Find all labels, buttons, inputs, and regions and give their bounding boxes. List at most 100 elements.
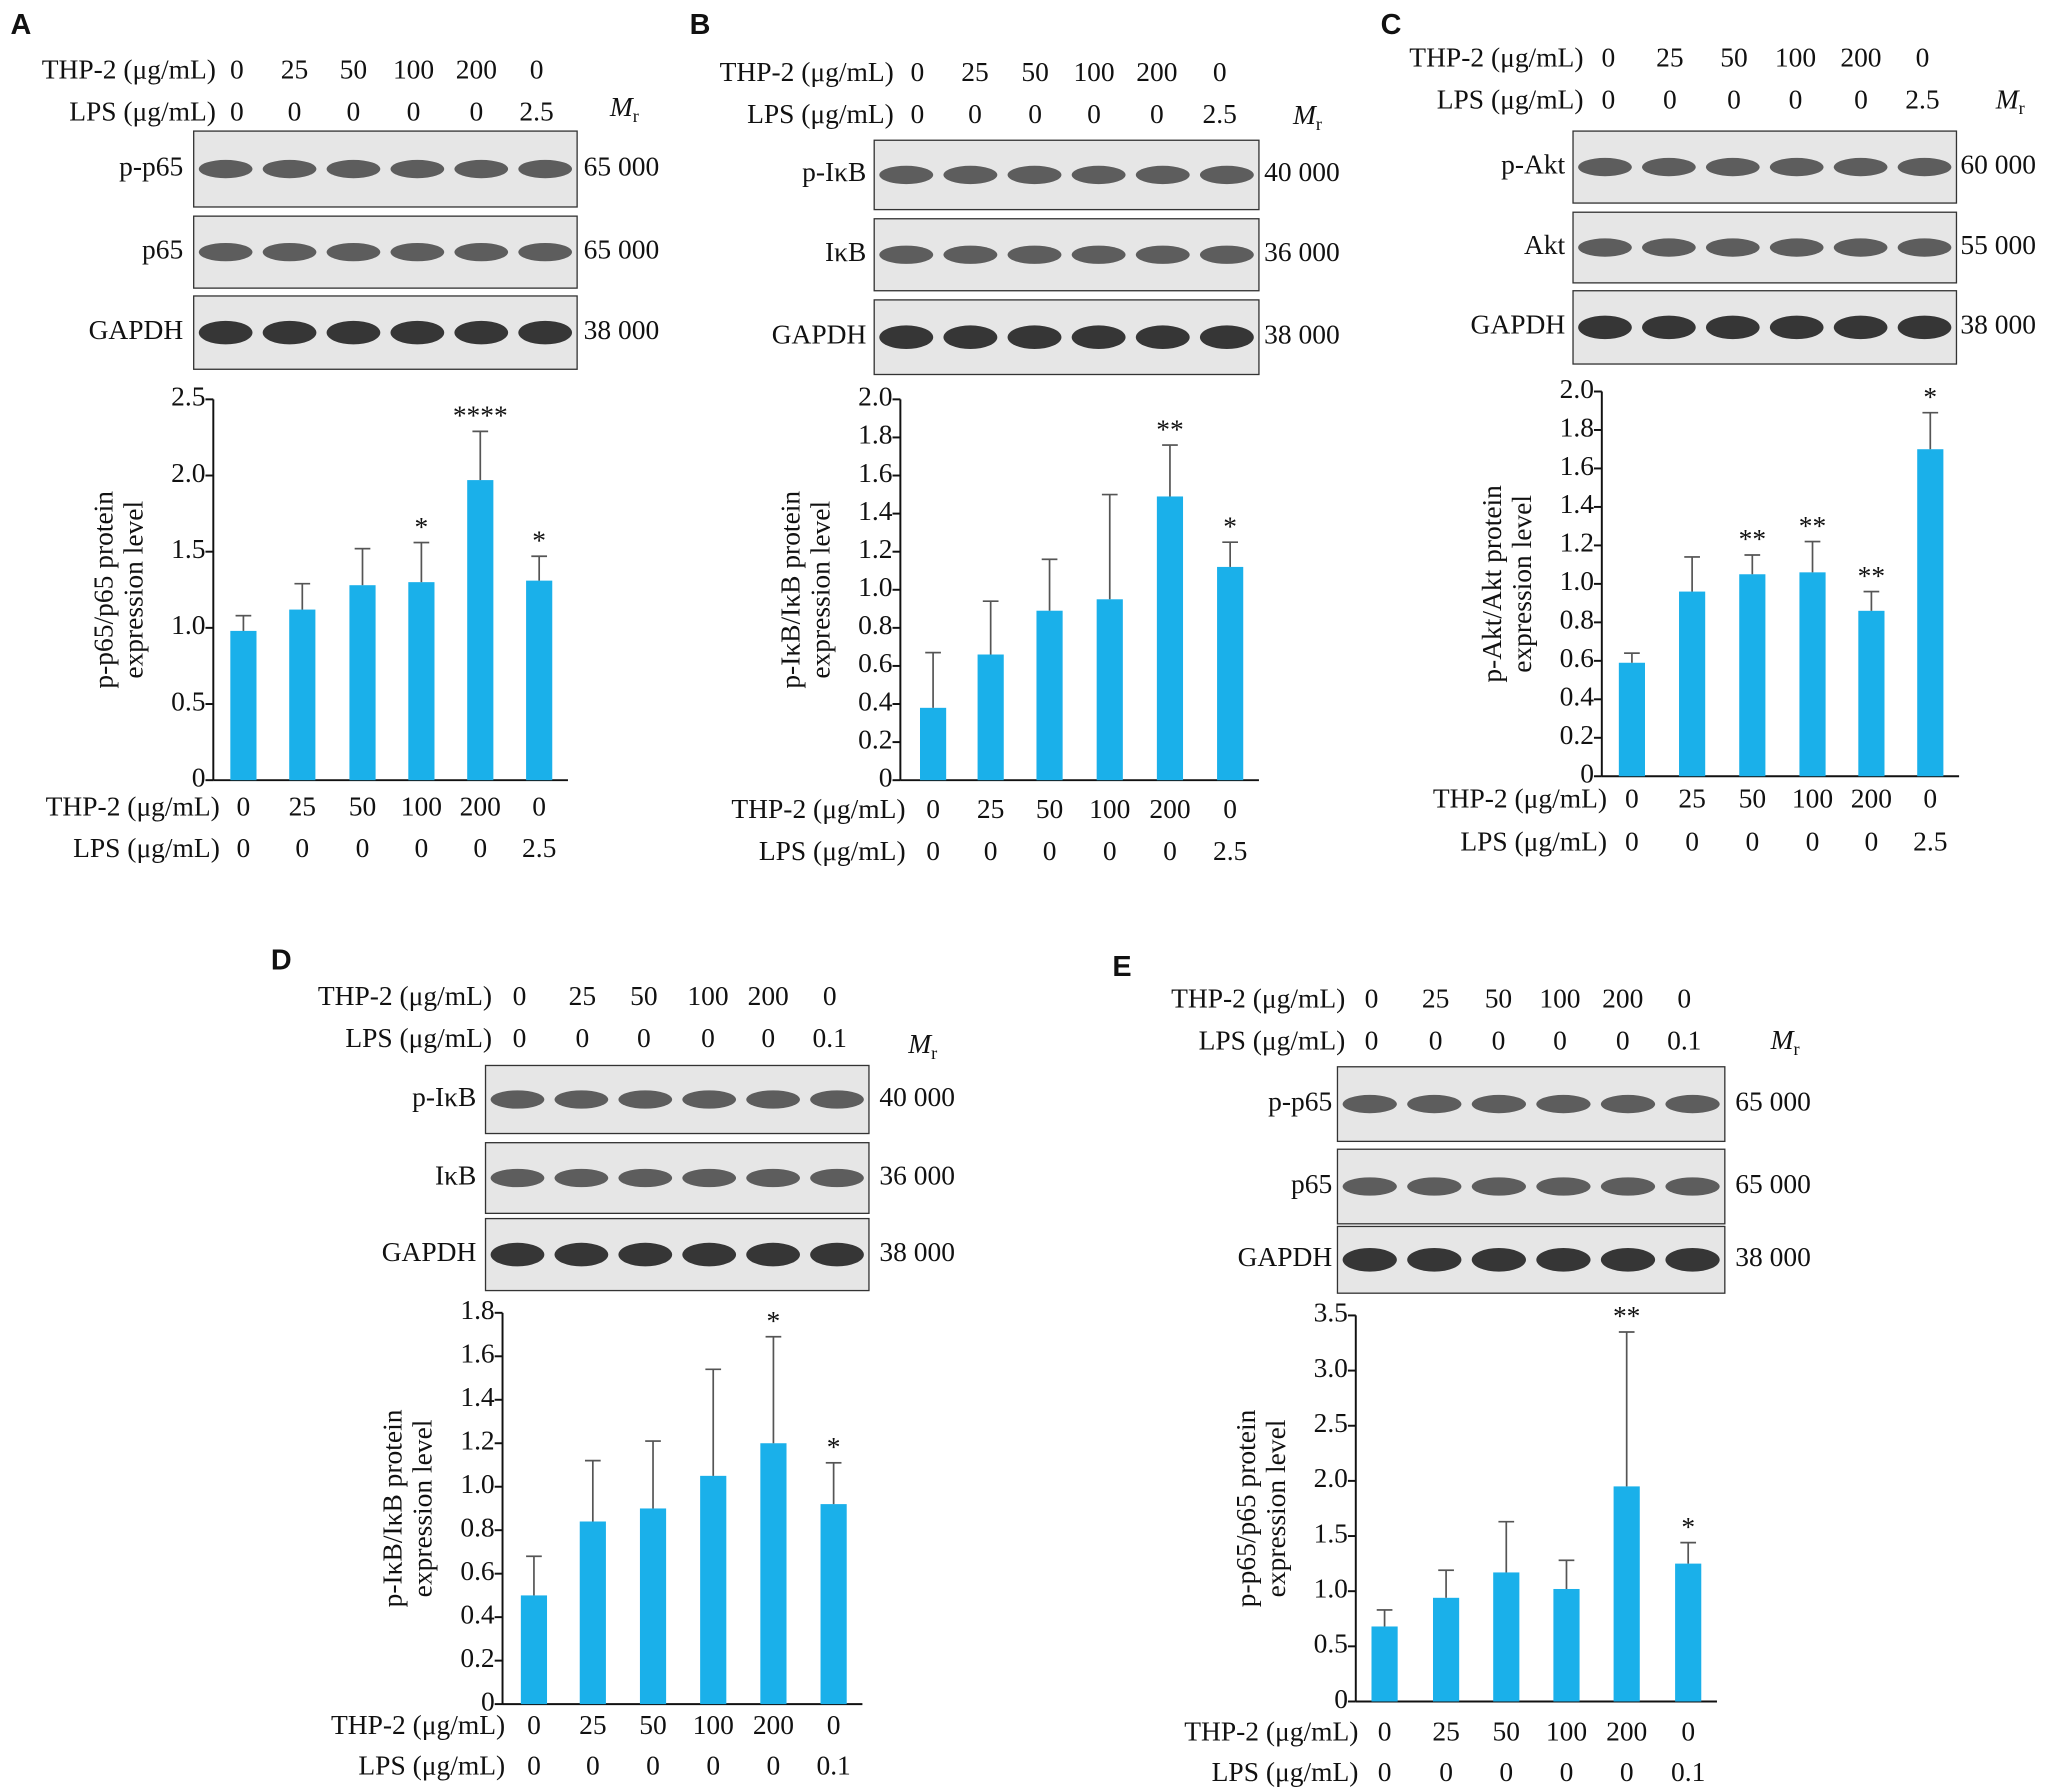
blot-band [490,1168,545,1188]
x-tick-label: 200 [1851,783,1892,813]
blot-band [554,1242,609,1267]
blot-band [1600,1177,1656,1196]
y-tick-label: 1.8 [858,420,892,450]
error-bar [1680,1541,1697,1564]
error-bar [765,1335,782,1444]
blot-lane-label: 0 [230,55,244,85]
x-tick-label: 0 [415,833,429,863]
blot-lane-label: 0 [1916,43,1930,73]
x-tick-label: 0 [1923,783,1937,813]
y-tick-label: 1.6 [460,1339,494,1369]
blot-band [943,245,998,264]
band-name: IκB [825,237,866,267]
blot-band [1007,245,1062,264]
x-tick-label: 200 [1606,1717,1647,1747]
error-bar [1041,558,1058,611]
y-tick-label: 0.6 [460,1556,494,1586]
blot [1572,290,1958,365]
x-row-label: LPS (μg/mL) [759,836,906,866]
mr-label: Mr [609,92,639,126]
blot-band [1007,165,1062,185]
error-bar [1804,540,1821,573]
bar [919,707,947,781]
blot-band [1536,1094,1591,1114]
bar [579,1521,606,1705]
x-tick-label: 0 [827,1710,841,1740]
blot-lane-label: 0 [761,1023,775,1053]
x-tick-label: 0.1 [1671,1757,1705,1787]
blot-row-label: LPS (μg/mL) [747,99,894,129]
error-bar [1863,590,1880,611]
blot-band [198,242,253,262]
y-tick-label: 2.0 [171,458,205,488]
error-bar [1618,1331,1635,1487]
blot-lane-label: 0 [1213,57,1227,87]
blot-band [454,159,509,179]
blot-lane-label: 0 [1663,85,1677,115]
blot-band [390,320,445,345]
blot-band [1342,1094,1397,1114]
bar [1156,496,1184,781]
y-tick-label: 1.0 [171,610,205,640]
bar [1553,1588,1580,1702]
mr-subscript: r [931,1043,937,1063]
blot-band [1665,1094,1720,1114]
band-name: p-p65 [119,151,183,181]
blot-lane-label: 100 [393,55,434,85]
blot-band [1536,1177,1591,1196]
x-tick-label: 25 [977,794,1004,824]
error-bar [1101,493,1118,600]
y-tick-label: 1.4 [858,496,893,526]
y-tick-label: 2.0 [1560,374,1594,404]
y-tick-label: 1.8 [460,1295,494,1325]
x-tick-label: 0 [586,1751,600,1781]
blot-lane-label: 0 [1028,99,1042,129]
y-axis-label: expression level [1507,495,1537,673]
bar [820,1504,847,1705]
band-mr: 40 000 [879,1082,955,1112]
bar [1618,662,1646,777]
blot [1336,1148,1726,1225]
y-tick-label: 0.8 [460,1513,494,1543]
band-name: GAPDH [89,315,184,345]
blot-lane-label: 0 [911,99,925,129]
blot-band [618,1242,673,1267]
error-bar [472,430,489,481]
x-tick-label: 25 [579,1710,606,1740]
x-tick-label: 50 [1739,783,1766,813]
x-tick-label: 0 [1378,1717,1392,1747]
blot [193,215,578,289]
y-tick-label: 0.2 [858,724,892,754]
blot-row-label: THP-2 (μg/mL) [42,55,216,85]
error-bar [925,651,941,708]
blot-band [454,242,509,262]
error-bar [531,555,548,581]
error-bar [1558,1559,1575,1589]
blot-band [1135,165,1190,185]
x-tick-label: 0 [1439,1757,1453,1787]
blot-lane-label: 0 [1601,85,1615,115]
blot-band [1769,315,1824,340]
blot-band [518,159,573,179]
blot-lane-label: 0 [346,96,360,126]
blot-band [1833,315,1888,340]
band-name: p-IκB [802,157,866,187]
y-axis-label: expression level [805,501,835,679]
y-tick-label: 1.0 [1560,566,1594,596]
mr-label: Mr [1995,85,2025,119]
blot-band [943,325,998,349]
blot-band [1071,165,1126,185]
blot-band [1897,157,1952,177]
x-tick-label: 200 [1149,794,1190,824]
x-tick-label: 0 [1103,836,1117,866]
bar [467,480,494,781]
significance: * [415,512,429,542]
blot-lane-label: 0 [1553,1026,1567,1056]
blot-band [1769,238,1824,257]
bar [349,585,376,781]
blot-lane-label: 25 [961,57,988,87]
bar [1613,1486,1640,1702]
blot-lane-label: 0 [701,1023,715,1053]
blot-band [879,165,934,185]
